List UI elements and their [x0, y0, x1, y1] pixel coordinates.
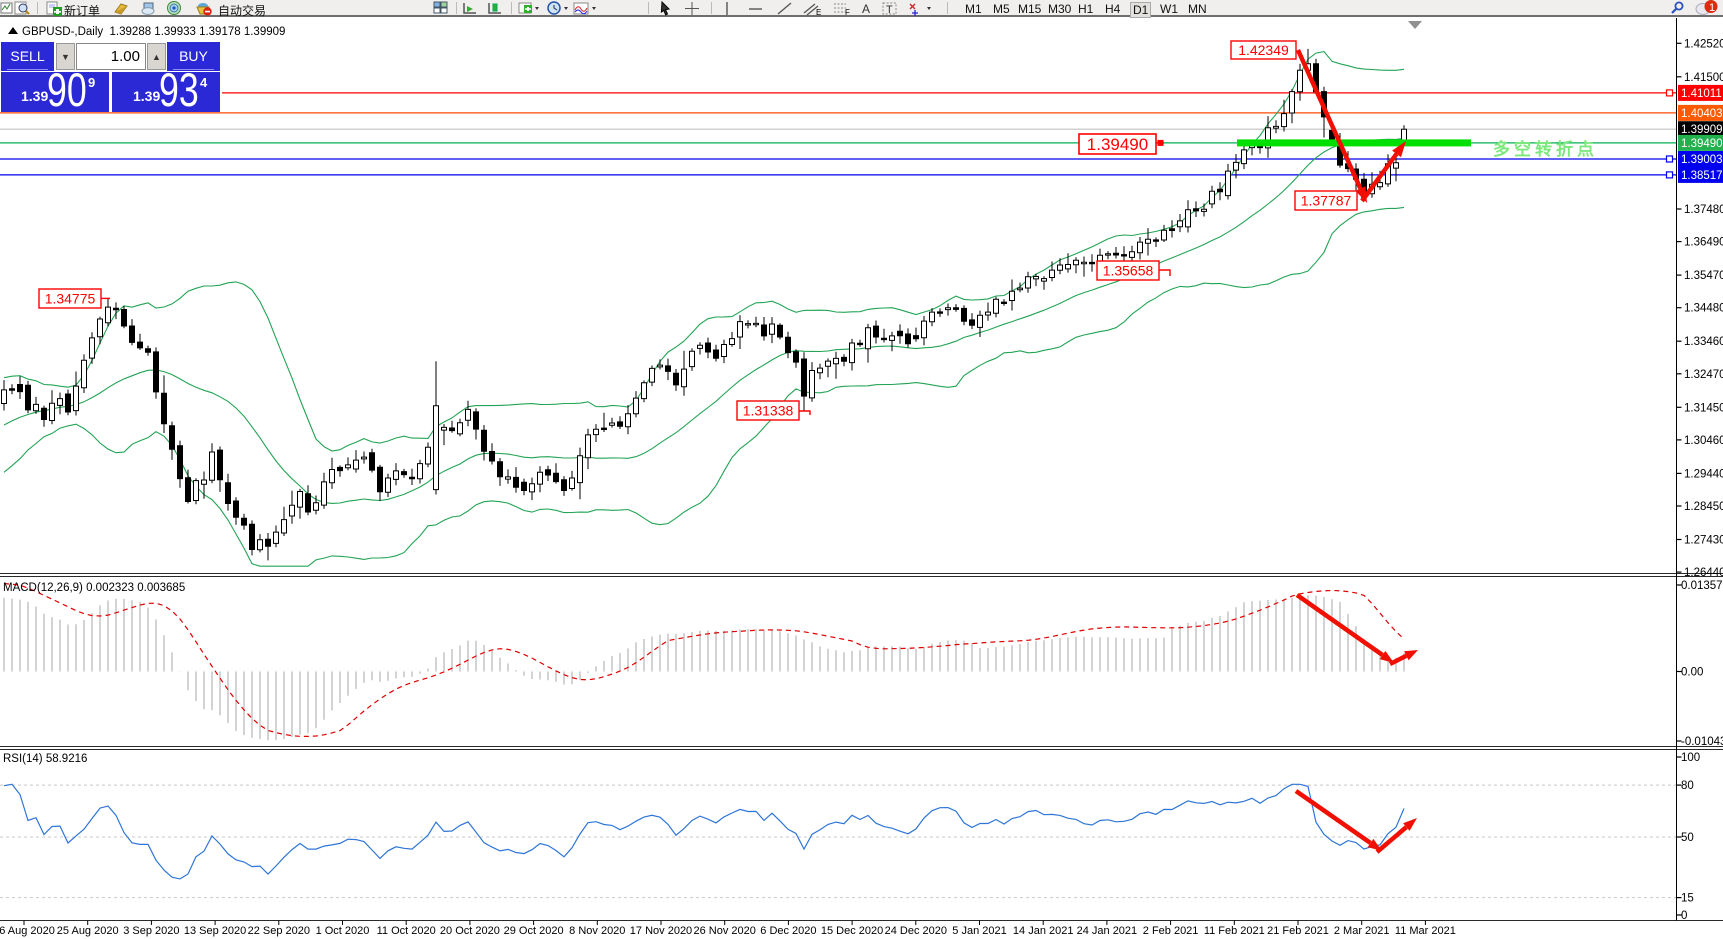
- svg-text:8 Nov 2020: 8 Nov 2020: [569, 925, 625, 937]
- svg-text:1.35470: 1.35470: [1684, 270, 1723, 282]
- svg-text:1.29440: 1.29440: [1684, 468, 1723, 480]
- svg-text:1.35658: 1.35658: [1103, 263, 1154, 279]
- svg-text:16 Aug 2020: 16 Aug 2020: [0, 925, 55, 937]
- svg-text:1.42520: 1.42520: [1684, 38, 1723, 50]
- svg-text:A: A: [862, 2, 870, 16]
- svg-text:20 Oct 2020: 20 Oct 2020: [440, 925, 500, 937]
- svg-text:13 Sep 2020: 13 Sep 2020: [184, 925, 246, 937]
- svg-text:-0.010431: -0.010431: [1681, 736, 1723, 748]
- svg-text:2 Mar 2021: 2 Mar 2021: [1334, 925, 1390, 937]
- svg-text:1.33460: 1.33460: [1684, 336, 1723, 348]
- svg-text:15: 15: [1681, 893, 1694, 905]
- svg-text:多空转折点: 多空转折点: [1493, 139, 1598, 159]
- svg-text:26 Nov 2020: 26 Nov 2020: [694, 925, 756, 937]
- svg-text:GBPUSD-,Daily 1.39288 1.39933: GBPUSD-,Daily 1.39288 1.39933 1.39178 1.…: [22, 26, 285, 38]
- svg-text:0: 0: [1681, 910, 1687, 922]
- svg-text:50: 50: [1681, 832, 1694, 844]
- svg-text:1.39490: 1.39490: [1681, 138, 1723, 150]
- svg-text:11 Feb 2021: 11 Feb 2021: [1204, 925, 1265, 937]
- svg-text:5 Jan 2021: 5 Jan 2021: [952, 925, 1006, 937]
- svg-text:1.32470: 1.32470: [1684, 369, 1723, 381]
- svg-text:24 Jan 2021: 24 Jan 2021: [1077, 925, 1138, 937]
- svg-text:1.36490: 1.36490: [1684, 237, 1723, 249]
- svg-text:15 Dec 2020: 15 Dec 2020: [821, 925, 883, 937]
- svg-text:1.37787: 1.37787: [1301, 193, 1352, 209]
- svg-text:21 Feb 2021: 21 Feb 2021: [1267, 925, 1329, 937]
- svg-text:1.26440: 1.26440: [1684, 567, 1723, 579]
- svg-text:6 Dec 2020: 6 Dec 2020: [760, 925, 816, 937]
- svg-text:0.013573: 0.013573: [1681, 580, 1723, 592]
- svg-text:1.37480: 1.37480: [1684, 204, 1723, 216]
- svg-text:11 Mar 2021: 11 Mar 2021: [1395, 925, 1456, 937]
- svg-text:E: E: [816, 8, 821, 16]
- svg-text:1.34775: 1.34775: [45, 291, 96, 307]
- svg-text:3 Sep 2020: 3 Sep 2020: [123, 925, 179, 937]
- svg-text:1.30460: 1.30460: [1684, 435, 1723, 447]
- svg-text:1.27430: 1.27430: [1684, 535, 1723, 547]
- svg-text:1.39490: 1.39490: [1087, 135, 1148, 154]
- svg-text:1.39909: 1.39909: [1681, 124, 1723, 136]
- svg-text:1.42349: 1.42349: [1238, 42, 1289, 58]
- svg-text:2 Feb 2021: 2 Feb 2021: [1143, 925, 1199, 937]
- svg-text:1 Oct 2020: 1 Oct 2020: [316, 925, 370, 937]
- svg-text:1.28450: 1.28450: [1684, 501, 1723, 513]
- svg-text:29 Oct 2020: 29 Oct 2020: [504, 925, 564, 937]
- svg-text:1.34480: 1.34480: [1684, 303, 1723, 315]
- svg-text:22 Sep 2020: 22 Sep 2020: [248, 925, 310, 937]
- svg-text:1.31338: 1.31338: [743, 403, 794, 419]
- svg-text:24 Dec 2020: 24 Dec 2020: [885, 925, 947, 937]
- svg-text:1.41500: 1.41500: [1684, 72, 1723, 84]
- svg-text:1.41011: 1.41011: [1681, 88, 1722, 100]
- svg-text:T: T: [886, 4, 893, 16]
- svg-text:1.39003: 1.39003: [1681, 154, 1723, 166]
- svg-text:MACD(12,26,9) 0.002323 0.00368: MACD(12,26,9) 0.002323 0.003685: [3, 582, 185, 594]
- svg-text:0.00: 0.00: [1681, 667, 1703, 679]
- svg-text:1.38517: 1.38517: [1681, 170, 1723, 182]
- svg-text:1.40403: 1.40403: [1681, 108, 1723, 120]
- svg-text:RSI(14) 58.9216: RSI(14) 58.9216: [3, 753, 87, 765]
- svg-text:F: F: [845, 8, 850, 16]
- svg-text:11 Oct 2020: 11 Oct 2020: [377, 925, 436, 937]
- svg-text:80: 80: [1681, 780, 1694, 792]
- svg-text:1.31450: 1.31450: [1684, 402, 1723, 414]
- svg-text:14 Jan 2021: 14 Jan 2021: [1013, 925, 1074, 937]
- svg-text:25 Aug 2020: 25 Aug 2020: [57, 925, 119, 937]
- svg-text:17 Nov 2020: 17 Nov 2020: [630, 925, 692, 937]
- svg-text:100: 100: [1681, 752, 1700, 764]
- svg-text:1: 1: [1709, 2, 1715, 14]
